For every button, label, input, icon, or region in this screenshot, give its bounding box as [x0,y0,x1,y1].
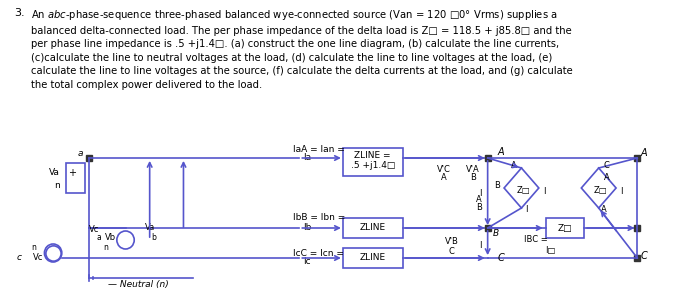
Text: A: A [640,148,648,158]
Text: I□: I□ [545,246,556,255]
Text: n: n [104,242,108,251]
Text: c: c [16,253,21,262]
Text: A: A [603,173,609,182]
Bar [545,218,584,238]
Text: A: A [441,173,447,182]
Text: I: I [620,187,622,196]
Text: n: n [54,180,60,189]
Text: A: A [601,205,606,214]
Text: ZLINE: ZLINE [360,223,386,233]
Text: Vb: Vb [105,233,116,242]
Bar [66,163,85,193]
Text: C: C [603,162,610,171]
Text: Z□: Z□ [517,185,530,194]
Text: Z□: Z□ [558,223,572,233]
Text: a: a [97,233,102,242]
Text: An $abc$-phase-sequence three-phased balanced wye-connected source (Van = 120 □0: An $abc$-phase-sequence three-phased bal… [31,8,573,90]
Bar [343,248,402,268]
Text: C: C [449,248,455,256]
Text: ZLINE =: ZLINE = [354,152,391,161]
Text: b: b [152,233,157,242]
Text: V'A: V'A [466,166,480,175]
Text: V'B: V'B [445,237,459,246]
Text: +: + [69,168,76,178]
Text: Ia: Ia [303,153,311,162]
Text: B: B [476,203,482,212]
Text: I: I [542,187,545,196]
Text: V'C: V'C [438,166,451,175]
Text: I: I [525,205,528,214]
Text: B: B [470,173,476,182]
Text: Vc: Vc [33,253,43,262]
Text: ZLINE: ZLINE [360,253,386,262]
Text: I: I [480,189,482,198]
Text: IbB = Ibn =: IbB = Ibn = [293,214,345,223]
Text: Ib: Ib [303,223,312,233]
Text: C: C [640,251,648,261]
Text: A: A [476,196,482,205]
Text: C: C [497,253,504,263]
Text: B: B [494,180,500,189]
Text: Va: Va [49,168,60,177]
Text: — Neutral (n): — Neutral (n) [108,281,169,290]
Text: n: n [31,244,36,253]
Text: I: I [480,240,482,249]
Text: IcC = Icn =: IcC = Icn = [293,249,344,258]
Text: IaA = Ian =: IaA = Ian = [293,146,344,155]
Text: Z□: Z□ [594,185,608,194]
Text: Va: Va [145,223,155,233]
Text: 3.: 3. [15,8,25,18]
Text: B: B [493,228,498,237]
Text: Ic: Ic [303,258,311,267]
Text: A: A [497,147,504,157]
Text: IBC =: IBC = [524,235,548,244]
Text: Vc: Vc [89,226,99,235]
Bar [343,218,402,238]
Bar [343,148,402,176]
Text: .5 +j1.4□: .5 +j1.4□ [351,162,395,171]
Text: A: A [511,162,517,171]
Text: a: a [78,150,83,159]
